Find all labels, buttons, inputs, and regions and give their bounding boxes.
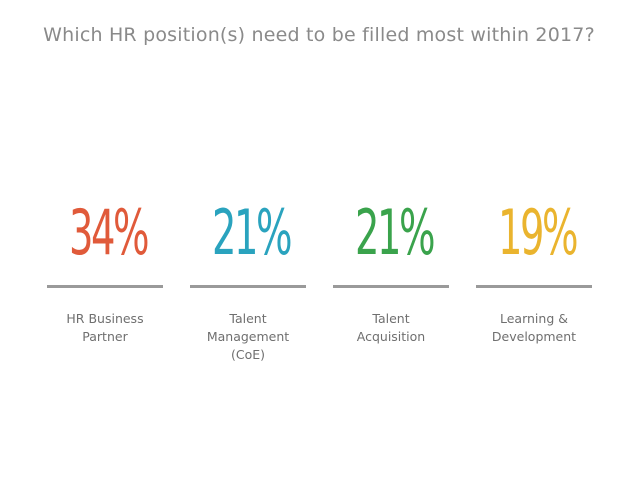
divider-line	[476, 285, 592, 288]
percentage-value: 19%	[498, 196, 578, 269]
percentage-value: 21%	[355, 196, 435, 269]
divider-line	[333, 285, 449, 288]
percentage-value: 34%	[69, 196, 149, 269]
divider-line	[190, 285, 306, 288]
percentage-value: 21%	[212, 196, 292, 269]
category-label: Talent Management (CoE)	[206, 311, 290, 362]
stat-talent-acquisition: 21% Talent Acquisition	[333, 190, 449, 344]
category-label: HR Business Partner	[66, 311, 144, 344]
chart-title: Which HR position(s) need to be filled m…	[43, 24, 595, 46]
stat-learning-development: 19% Learning & Development	[476, 190, 592, 344]
divider-line	[47, 285, 163, 288]
stats-row: 34% HR Business Partner 21% Talent Manag…	[0, 190, 638, 390]
category-label: Learning & Development	[491, 311, 577, 344]
stat-talent-management: 21% Talent Management (CoE)	[190, 190, 306, 362]
category-label: Talent Acquisition	[356, 311, 426, 344]
stat-hr-business-partner: 34% HR Business Partner	[47, 190, 163, 344]
